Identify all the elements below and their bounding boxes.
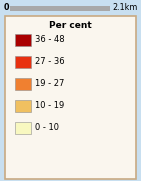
Text: Per cent: Per cent — [49, 22, 92, 31]
FancyBboxPatch shape — [5, 16, 136, 179]
Bar — [10, 5, 110, 10]
Text: 0: 0 — [4, 3, 9, 12]
Text: 10 - 19: 10 - 19 — [35, 102, 64, 110]
Bar — [15, 56, 31, 68]
Text: 2.1km: 2.1km — [112, 3, 137, 12]
Text: 36 - 48: 36 - 48 — [35, 35, 65, 45]
Bar — [15, 78, 31, 90]
Text: 0 - 10: 0 - 10 — [35, 123, 59, 132]
Text: 19 - 27: 19 - 27 — [35, 79, 64, 89]
Text: 27 - 36: 27 - 36 — [35, 58, 65, 66]
Bar — [15, 34, 31, 46]
Bar — [15, 100, 31, 112]
Bar — [15, 122, 31, 134]
